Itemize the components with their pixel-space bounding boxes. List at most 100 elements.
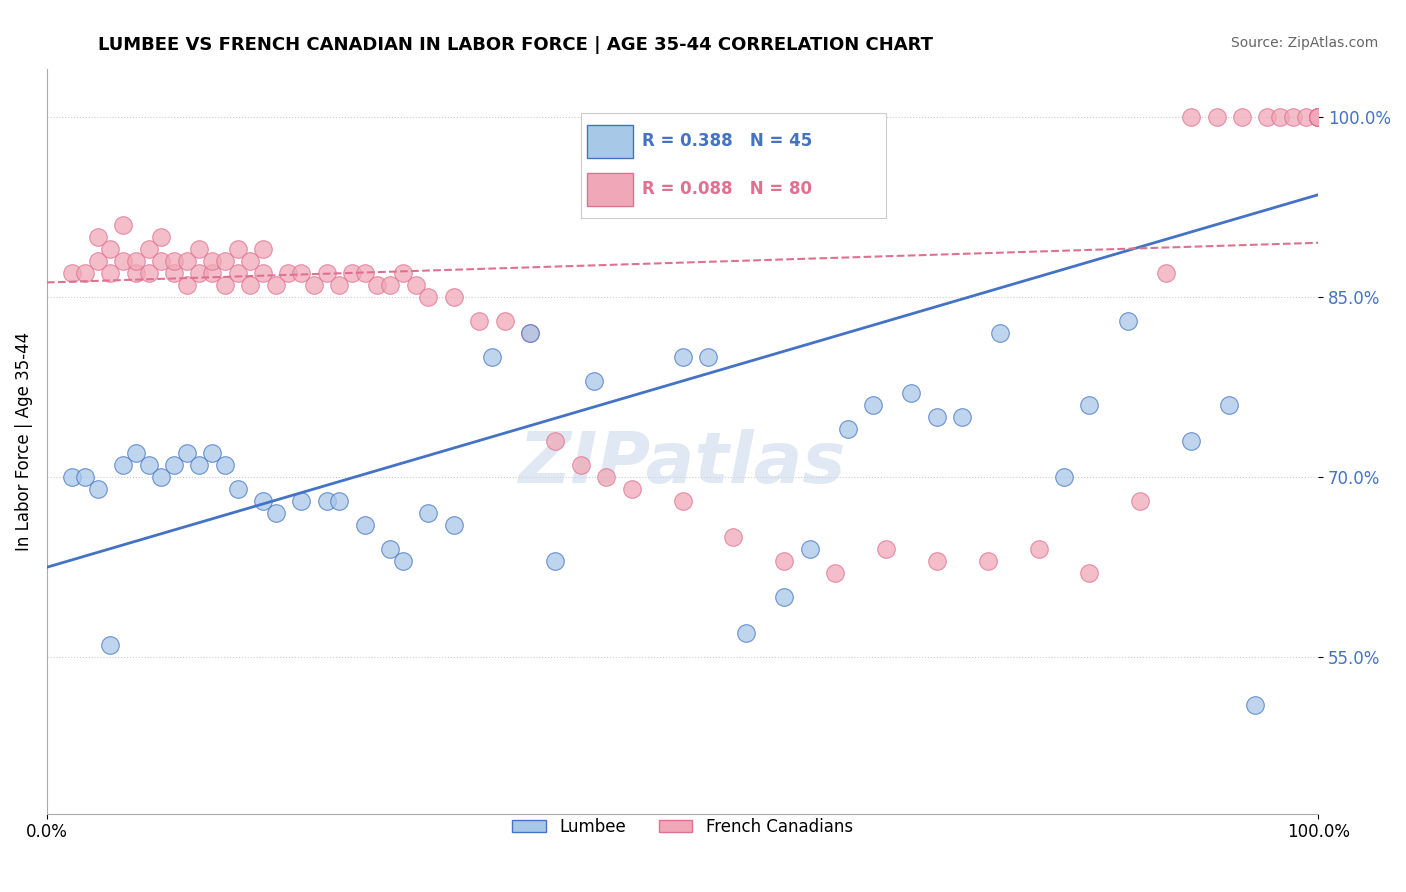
Point (1308, 110, 1330, 124)
Point (214, 253, 236, 268)
Point (163, 458, 186, 472)
Point (60, 266, 83, 280)
Y-axis label: In Labor Force | Age 35-44: In Labor Force | Age 35-44 (15, 332, 32, 550)
Point (1295, 110, 1317, 124)
Point (1268, 110, 1291, 124)
Point (125, 253, 148, 268)
Point (1308, 110, 1330, 124)
Point (1028, 542, 1050, 557)
Point (735, 626, 758, 640)
Point (176, 277, 198, 292)
Point (977, 554, 1000, 568)
Point (671, 350, 693, 364)
Point (1129, 494, 1152, 508)
Point (264, 277, 287, 292)
Point (252, 266, 274, 280)
Point (1180, 434, 1202, 448)
Point (214, 458, 236, 472)
Point (468, 314, 491, 328)
Point (138, 242, 160, 256)
Point (1308, 110, 1330, 124)
Point (837, 422, 859, 436)
Point (112, 458, 135, 472)
Point (1243, 698, 1265, 713)
Point (1218, 398, 1240, 412)
Point (1154, 266, 1177, 280)
Point (418, 506, 440, 520)
Point (1053, 470, 1076, 484)
Point (1180, 110, 1202, 124)
Point (1256, 110, 1278, 124)
Point (366, 277, 388, 292)
Point (378, 542, 401, 557)
Point (100, 638, 122, 652)
Point (188, 242, 211, 256)
Point (1116, 314, 1139, 328)
Point (125, 446, 148, 460)
Point (1282, 110, 1305, 124)
Point (773, 554, 796, 568)
Point (1078, 566, 1101, 581)
Point (418, 290, 440, 304)
Point (862, 398, 884, 412)
Point (378, 277, 401, 292)
Point (620, 482, 643, 496)
Point (87, 253, 110, 268)
Point (569, 458, 592, 472)
Point (290, 494, 312, 508)
Point (392, 554, 415, 568)
Point (1205, 110, 1227, 124)
Point (73, 266, 96, 280)
Point (328, 494, 350, 508)
Point (163, 253, 186, 268)
Point (138, 458, 160, 472)
Point (214, 277, 236, 292)
Point (302, 277, 325, 292)
Point (900, 386, 922, 401)
Point (176, 446, 198, 460)
Point (950, 410, 973, 425)
Point (138, 266, 160, 280)
Point (150, 253, 173, 268)
Point (125, 266, 148, 280)
Point (1308, 110, 1330, 124)
Point (1308, 110, 1330, 124)
Point (226, 242, 249, 256)
Point (392, 266, 415, 280)
Point (264, 506, 287, 520)
Point (201, 253, 224, 268)
Point (519, 326, 541, 340)
Point (481, 350, 503, 364)
Text: Source: ZipAtlas.com: Source: ZipAtlas.com (1230, 36, 1378, 50)
Point (925, 554, 948, 568)
Point (176, 253, 198, 268)
Point (150, 470, 173, 484)
Point (990, 326, 1012, 340)
Point (353, 518, 375, 533)
Point (1230, 110, 1253, 124)
Point (443, 518, 465, 533)
Point (87, 229, 110, 244)
Point (112, 218, 135, 232)
Point (1308, 110, 1330, 124)
Point (60, 470, 83, 484)
Point (544, 554, 567, 568)
Point (1308, 110, 1330, 124)
Text: ZIPatlas: ZIPatlas (519, 429, 846, 498)
Point (315, 266, 337, 280)
Point (582, 374, 605, 388)
Point (723, 530, 745, 544)
Point (163, 266, 186, 280)
Point (328, 277, 350, 292)
Point (443, 290, 465, 304)
Point (671, 494, 693, 508)
Point (201, 266, 224, 280)
Point (87, 482, 110, 496)
Point (353, 266, 375, 280)
Point (494, 314, 516, 328)
Point (340, 266, 363, 280)
Point (73, 470, 96, 484)
Point (150, 229, 173, 244)
Point (595, 470, 617, 484)
Point (239, 253, 262, 268)
